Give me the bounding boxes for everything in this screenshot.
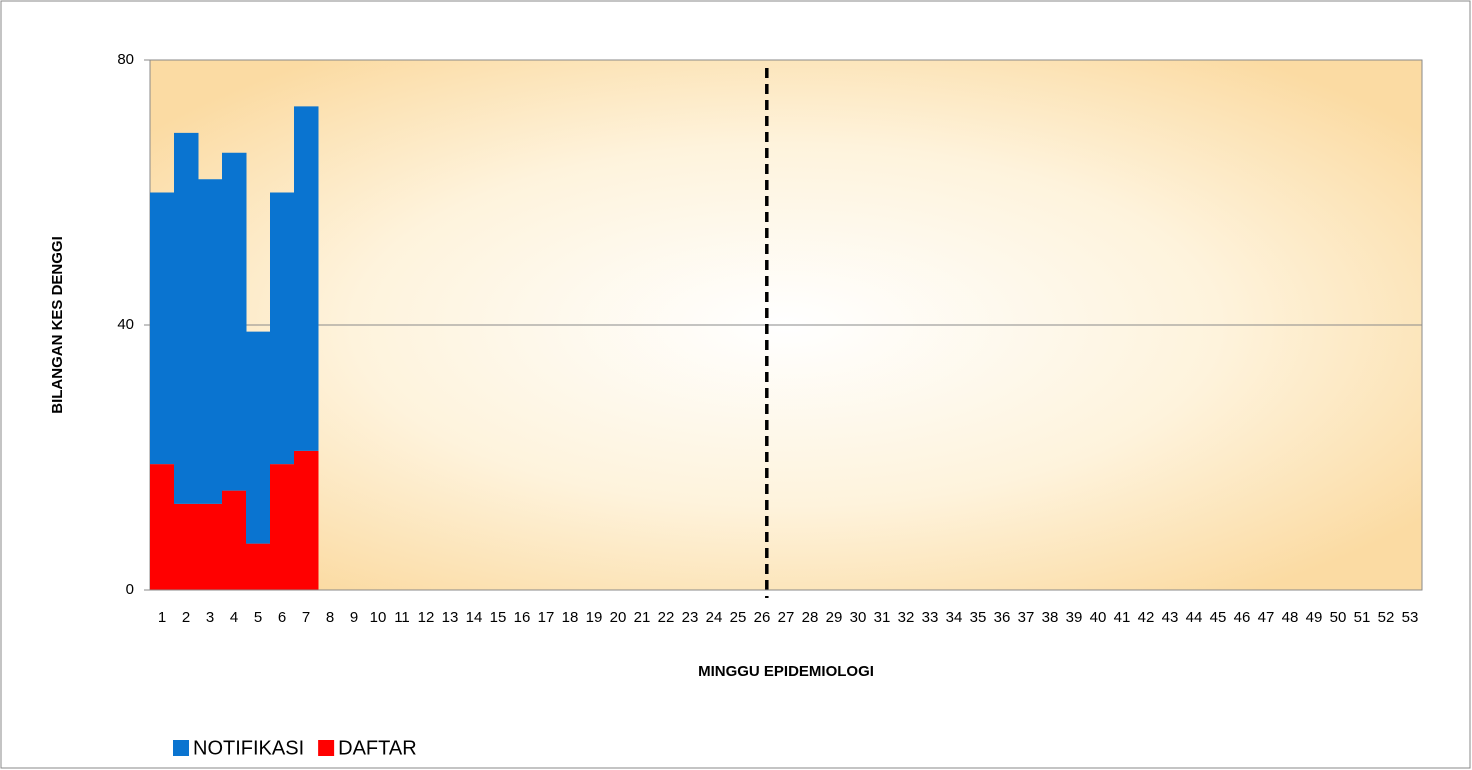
x-tick-label: 22 — [658, 609, 675, 626]
bar-segment — [150, 464, 175, 590]
x-tick-label: 53 — [1402, 609, 1419, 626]
x-tick-label: 12 — [418, 609, 435, 626]
x-tick-label: 36 — [994, 609, 1011, 626]
bar-segment — [294, 106, 319, 451]
x-tick-label: 42 — [1138, 609, 1155, 626]
x-tick-label: 28 — [802, 609, 819, 626]
bar-segment — [246, 543, 271, 590]
bar-segment — [150, 192, 175, 465]
x-tick-label: 37 — [1018, 609, 1035, 626]
x-tick-label: 19 — [586, 609, 603, 626]
x-tick-label: 15 — [490, 609, 507, 626]
x-tick-label: 43 — [1162, 609, 1179, 626]
bar-segment — [174, 503, 199, 590]
bar-segment — [198, 179, 223, 504]
x-tick-label: 20 — [610, 609, 627, 626]
x-tick-label: 24 — [706, 609, 723, 626]
x-tick-label: 40 — [1090, 609, 1107, 626]
x-tick-label: 26 — [754, 609, 771, 626]
x-tick-label: 7 — [302, 609, 310, 626]
bar-segment — [246, 331, 271, 544]
x-tick-label: 45 — [1210, 609, 1227, 626]
x-tick-label: 52 — [1378, 609, 1395, 626]
x-tick-label: 10 — [370, 609, 387, 626]
x-tick-label: 32 — [898, 609, 915, 626]
x-tick-label: 9 — [350, 609, 358, 626]
x-tick-label: 38 — [1042, 609, 1059, 626]
y-axis-label: BILANGAN KES DENGGI — [49, 236, 66, 414]
legend-label: NOTIFIKASI — [193, 737, 304, 759]
x-tick-label: 35 — [970, 609, 987, 626]
bar-segment — [270, 192, 295, 465]
x-tick-label: 31 — [874, 609, 891, 626]
x-tick-label: 16 — [514, 609, 531, 626]
x-tick-label: 29 — [826, 609, 843, 626]
legend-swatch — [318, 740, 335, 756]
bar-segment — [294, 450, 319, 590]
legend-label: DAFTAR — [338, 737, 417, 759]
x-tick-label: 39 — [1066, 609, 1083, 626]
legend-swatch — [173, 740, 189, 756]
x-tick-label: 18 — [562, 609, 579, 626]
x-tick-label: 6 — [278, 609, 286, 626]
x-tick-label: 47 — [1258, 609, 1275, 626]
x-tick-label: 34 — [946, 609, 963, 626]
x-tick-label: 30 — [850, 609, 867, 626]
x-tick-label: 17 — [538, 609, 555, 626]
x-tick-label: 2 — [182, 609, 190, 626]
x-tick-label: 48 — [1282, 609, 1299, 626]
x-tick-label: 23 — [682, 609, 699, 626]
x-tick-label: 21 — [634, 609, 651, 626]
x-tick-label: 3 — [206, 609, 214, 626]
bar-segment — [198, 503, 223, 590]
x-tick-label: 46 — [1234, 609, 1251, 626]
x-tick-label: 8 — [326, 609, 334, 626]
bar-segment — [270, 464, 295, 590]
x-tick-label: 25 — [730, 609, 747, 626]
bar-segment — [174, 132, 199, 504]
x-tick-label: 49 — [1306, 609, 1323, 626]
x-axis-label: MINGGU EPIDEMIOLOGI — [698, 663, 874, 680]
y-tick-label: 40 — [117, 316, 134, 333]
x-tick-label: 41 — [1114, 609, 1131, 626]
x-tick-label: 51 — [1354, 609, 1371, 626]
x-tick-label: 44 — [1186, 609, 1203, 626]
x-tick-label: 5 — [254, 609, 262, 626]
x-tick-label: 4 — [230, 609, 238, 626]
x-tick-label: 11 — [394, 609, 410, 626]
x-tick-label: 27 — [778, 609, 795, 626]
x-tick-label: 13 — [442, 609, 459, 626]
bar-segment — [222, 490, 247, 590]
y-tick-label: 0 — [126, 581, 134, 598]
x-tick-label: 33 — [922, 609, 939, 626]
y-tick-label: 80 — [117, 51, 134, 68]
bar-segment — [222, 152, 247, 491]
x-tick-label: 1 — [158, 609, 166, 626]
x-tick-label: 50 — [1330, 609, 1347, 626]
x-tick-label: 14 — [466, 609, 483, 626]
